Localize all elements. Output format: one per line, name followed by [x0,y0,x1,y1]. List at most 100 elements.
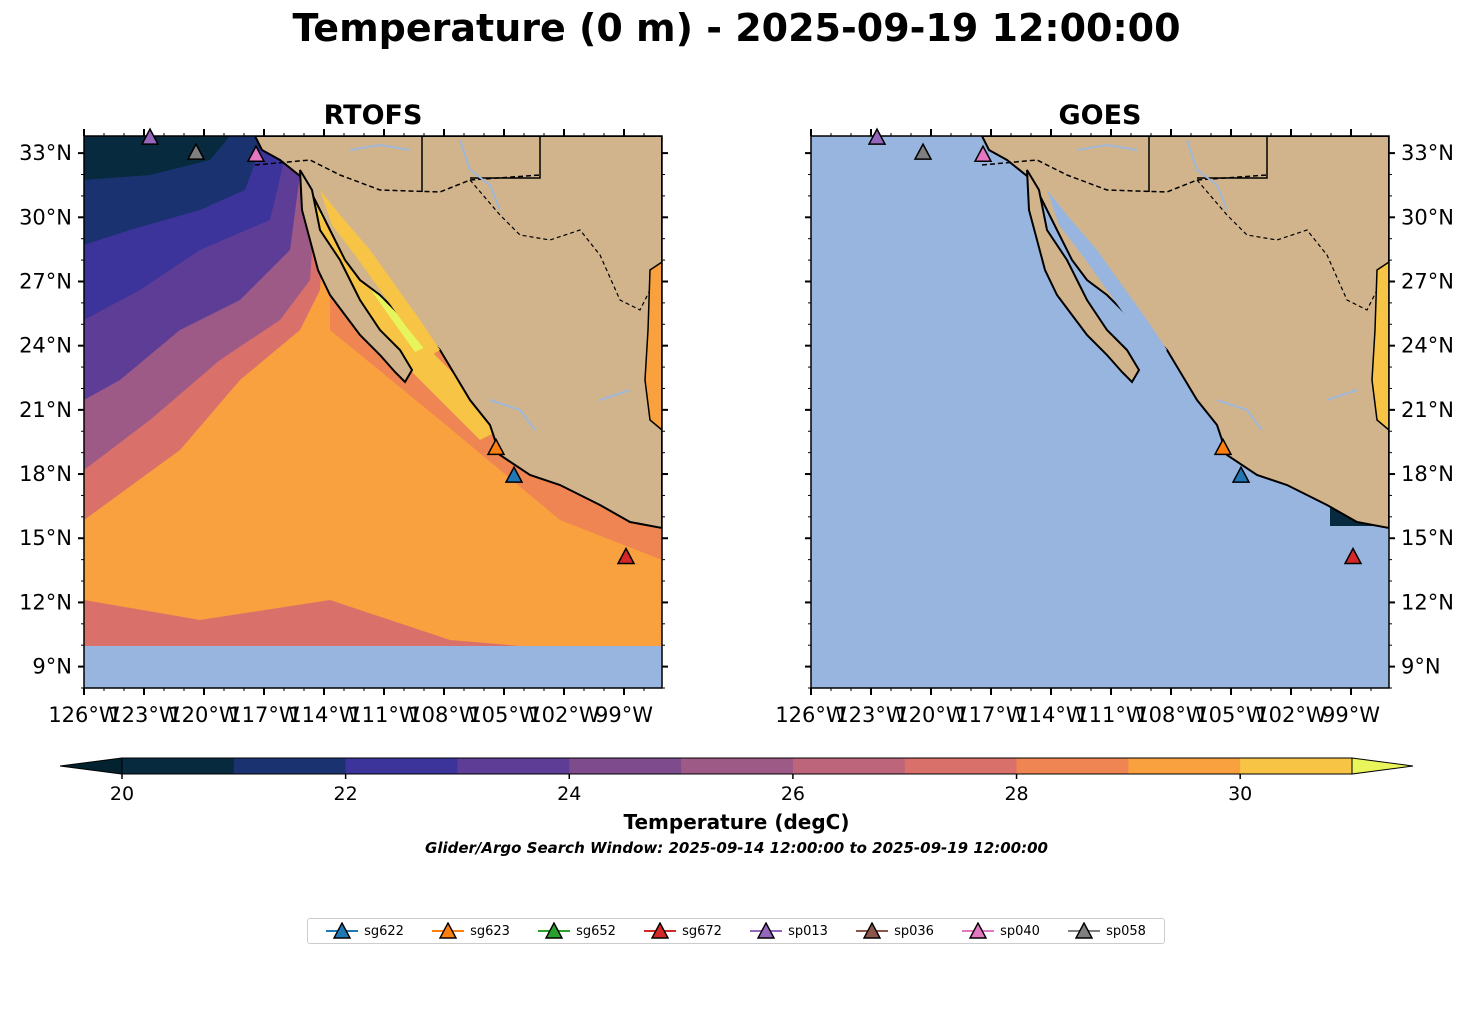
colorbar-segment [569,758,682,774]
legend-label: sg652 [576,923,616,939]
sst-band-27c-south [84,600,520,646]
legend-triangle-icon [856,922,889,940]
goes-frame [810,135,1390,689]
colorbar-tick-label: 28 [1004,783,1028,805]
lat-tick-label: 27°N [1401,269,1454,293]
legend-triangle-icon [1068,922,1101,940]
lat-tick-label: 21°N [1401,398,1454,422]
colorbar-extend-low [59,757,123,775]
state-border-north [254,159,541,193]
goes-gulf-of-california [1047,190,1167,356]
colorbar-label: Temperature (degC) [623,810,850,834]
colorbar-segment [681,758,794,774]
marker-sg672 [616,546,636,565]
axis-ticks: 33°N 30°N 27°N 24°N 21°N 18°N 15°N 12°N 9°N 126°W… [19,129,1454,727]
lat-tick-label: 15°N [19,526,72,550]
marker-sp058 [913,142,933,160]
colorbar-segment [1128,758,1241,774]
marker-sp013 [140,127,160,145]
lat-tick-label: 15°N [1401,526,1454,550]
colorbar-tick-label: 24 [557,783,581,805]
lat-tick-label: 18°N [1401,462,1454,486]
lon-tick-label: 105°W [1195,703,1267,727]
lon-tick-label: 126°W [48,703,120,727]
marker-sp058 [186,142,206,160]
lon-tick-label: 120°W [168,703,240,727]
goes-map [811,136,1389,688]
lat-tick-label: 30°N [1401,205,1454,229]
marker-sp040 [246,144,266,163]
marker-sg622 [1231,465,1251,483]
lon-tick-label: 111°W [1075,703,1147,727]
colorbar-tick-label: 30 [1228,783,1252,805]
us-state-border [421,136,541,192]
goes-rivers [1076,139,1358,431]
glider-legend: sg622 sg623 sg652 sg672 sp013 sp036 sp040 sp058 [307,918,1165,944]
colorbar-tick-label: 22 [334,783,358,805]
gulf-of-mexico-sst [644,261,662,431]
legend-item-sp040: sp040 [962,922,1040,940]
glider-markers [140,127,1363,565]
lon-tick-label: 111°W [348,703,420,727]
panel-title-rtofs: RTOFS [323,100,423,131]
colorbar-segment [1016,758,1129,774]
sst-band-21c [84,136,230,180]
figure-title: Temperature (0 m) - 2025-09-19 12:00:00 [292,6,1181,50]
lat-tick-label: 9°N [1401,655,1441,679]
legend-label: sp036 [894,923,934,939]
legend-item-sp013: sp013 [750,922,828,940]
legend-item-sg652: sg652 [538,922,616,940]
lon-tick-label: 126°W [775,703,847,727]
colorbar-segment [904,758,1018,774]
gulf-of-california [320,190,440,356]
lat-tick-label: 21°N [19,398,72,422]
colorbar-segment [1240,758,1353,774]
rtofs-frame [83,135,663,689]
legend-label: sp058 [1106,923,1146,939]
legend-label: sg623 [470,923,510,939]
goes-state-border-north [981,159,1268,193]
colorbar-segment [345,758,458,774]
legend-triangle-icon [538,922,571,940]
legend-triangle-icon [432,922,465,940]
legend-label: sp040 [1000,923,1040,939]
legend-item-sp036: sp036 [856,922,934,940]
lon-tick-label: 102°W [528,703,600,727]
lon-tick-label: 123°W [108,703,180,727]
baja-california [299,169,414,384]
marker-sg622 [504,465,524,483]
colorbar-segment [233,758,347,774]
lon-tick-label: 99°W [1322,703,1380,727]
legend-item-sg622: sg622 [326,922,404,940]
colorbar: 20 22 24 26 28 30 [59,757,1414,805]
goes-gulf-of-mexico-sst [1371,261,1389,431]
goes-baja-california [1026,169,1141,384]
marker-sg623 [486,437,506,456]
lon-tick-label: 102°W [1255,703,1327,727]
lon-tick-label: 99°W [595,703,653,727]
legend-triangle-icon [644,922,677,940]
legend-item-sg623: sg623 [432,922,510,940]
lon-tick-label: 120°W [895,703,967,727]
colorbar-segment [122,758,235,774]
lon-tick-label: 108°W [1135,703,1207,727]
mexico-state-lines [469,179,651,311]
rtofs-map [84,136,662,688]
lon-tick-label: 114°W [288,703,360,727]
legend-label: sp013 [788,923,828,939]
lat-tick-label: 18°N [19,462,72,486]
marker-sg672 [1343,546,1363,565]
rivers [349,139,631,431]
lon-tick-label: 123°W [835,703,907,727]
lat-tick-label: 9°N [32,655,72,679]
lat-tick-label: 24°N [19,334,72,358]
goes-mexico-state-lines [1196,179,1378,311]
legend-label: sg672 [682,923,722,939]
colorbar-extend-high [1351,757,1414,775]
lat-tick-label: 30°N [19,205,72,229]
legend-triangle-icon [326,922,359,940]
panel-title-goes: GOES [1058,100,1142,131]
lat-tick-label: 12°N [19,590,72,614]
legend-triangle-icon [962,922,995,940]
